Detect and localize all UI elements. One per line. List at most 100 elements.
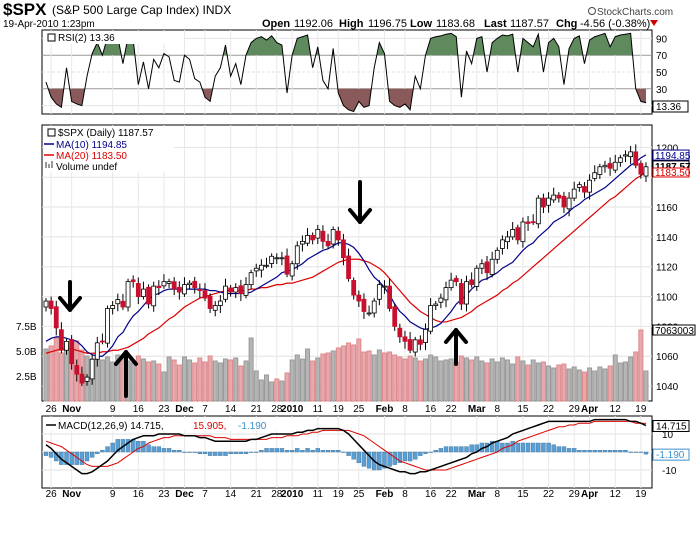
chg-value: -4.56 (-0.38%) (580, 18, 650, 30)
macd-histogram-bar (341, 451, 346, 453)
volume-bar (146, 361, 152, 402)
candle-body (156, 285, 162, 289)
candle-body (212, 305, 218, 311)
volume-bar (412, 357, 418, 402)
volume-bar (417, 360, 423, 402)
price-tick-label: 1200 (656, 143, 679, 154)
candle-body (176, 286, 182, 293)
last-right-label: 1187.57 (655, 162, 691, 173)
x-tick-label: 8 (402, 489, 408, 500)
volume-tick-label: 5.0B (16, 347, 37, 358)
candle-body (217, 300, 223, 306)
candle-body (305, 234, 310, 244)
candle-body (187, 282, 192, 286)
candle-body (464, 281, 469, 305)
x-tick-label: 8 (402, 404, 408, 415)
x-tick-label: 16 (133, 489, 145, 500)
volume-bar (140, 358, 146, 402)
volume-bar (166, 356, 172, 402)
price-tick-label: 1140 (656, 233, 678, 244)
macd-histogram-bar (366, 451, 372, 469)
candle-body (510, 229, 516, 238)
volume-bar (499, 357, 505, 402)
volume-bar (474, 356, 480, 402)
candle-body (392, 306, 398, 327)
candle-body (612, 161, 618, 171)
x-tick-label: 25 (353, 489, 365, 500)
volume-bar (181, 356, 187, 402)
x-tick-label: 8 (495, 489, 501, 500)
candle-body (571, 188, 577, 199)
candle-body (258, 264, 264, 271)
macd-histogram-bar (638, 451, 644, 453)
candle-body (356, 294, 362, 302)
x-tick-label: 9 (110, 489, 116, 500)
candle-body (633, 151, 639, 166)
volume-bar (551, 367, 557, 402)
macd-histogram-bar (643, 451, 649, 455)
legend-box-icon (47, 128, 56, 137)
macd-histogram-bar (289, 450, 295, 453)
volume-legend-text: Volume undef (56, 162, 117, 173)
candle-body (382, 285, 387, 288)
macd-histogram-bar (546, 442, 551, 453)
rsi-value-box (652, 100, 689, 113)
chart-header: $SPX (S&P 500 Large Cap Index) INDX 19-A… (3, 0, 673, 30)
macd-histogram-bar (100, 450, 105, 453)
x-tick-label: 22 (446, 404, 458, 415)
volume-bar (130, 362, 136, 402)
candle-body (115, 299, 121, 305)
macd-hist-right-label: -1.190 (656, 450, 685, 461)
macd-histogram-bar (125, 439, 131, 453)
candle-body (233, 287, 239, 293)
volume-bar (335, 347, 341, 402)
macd-histogram-bar (320, 450, 326, 453)
x-tick-label: 19 (333, 489, 345, 500)
x-tick-label: 21 (251, 489, 263, 500)
volume-bar (243, 360, 249, 402)
candle-body (341, 239, 346, 259)
volume-bar (176, 364, 182, 402)
candle-body (494, 249, 500, 260)
ma20-line (45, 171, 647, 354)
volume-bar (43, 348, 49, 402)
candle-body (556, 194, 562, 199)
macd-histogram-bar (187, 451, 192, 453)
volume-bar (597, 366, 603, 402)
candle-body (407, 339, 413, 351)
volume-bar (381, 352, 387, 402)
candle-body (192, 280, 198, 289)
candle-body (484, 261, 490, 274)
volume-tick-label: 7.5B (16, 322, 37, 333)
candle-body (479, 263, 485, 269)
x-tick-label: 14 (225, 489, 237, 500)
macd-histogram-bar (146, 444, 151, 453)
volume-bar (561, 363, 567, 402)
macd-histogram-bar (136, 441, 141, 453)
price-tick-label: 1120 (656, 263, 678, 274)
rsi-oversold-fill (48, 88, 647, 112)
x-tick-label: 16 (133, 404, 145, 415)
macd-histogram-bar (489, 441, 495, 453)
macd-histogram-bar (515, 442, 520, 453)
volume-bar (315, 357, 321, 402)
x-tick-label: 23 (158, 489, 170, 500)
volume-bar (469, 359, 475, 402)
copyright-icon (588, 7, 596, 15)
x-tick-label: Apr (581, 404, 598, 415)
volume-bar (402, 358, 408, 402)
candle-body (284, 255, 290, 275)
macd-histogram-bar (382, 451, 387, 469)
candle-body (566, 197, 572, 210)
macd-histogram-bar (541, 442, 546, 453)
chart-date: 19-Apr-2010 1:23pm (3, 19, 95, 30)
macd-legend: MACD(12,26,9) 14.715, 15.905, -1.190 (44, 418, 294, 432)
volume-bar (530, 359, 536, 402)
candle-body (438, 297, 444, 303)
x-tick-label: 25 (353, 404, 365, 415)
macd-histogram-bar (177, 450, 182, 453)
macd-histogram-bar (577, 450, 582, 453)
x-tick-label: 28 (271, 404, 283, 415)
volume-bar (576, 369, 582, 402)
